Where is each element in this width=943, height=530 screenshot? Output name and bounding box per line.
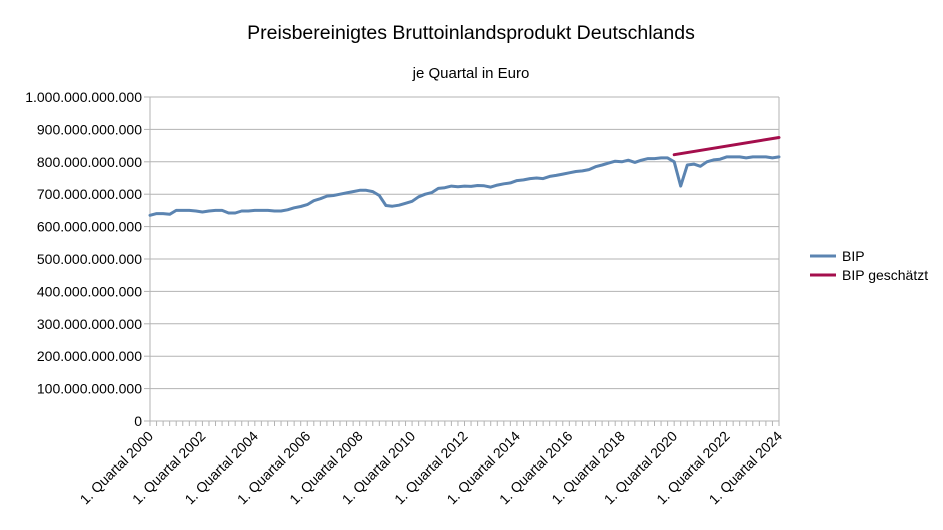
y-tick-label: 300.000.000.000 [37, 316, 142, 332]
y-tick-label: 0 [134, 413, 142, 429]
y-tick-label: 200.000.000.000 [37, 348, 142, 364]
y-tick-label: 700.000.000.000 [37, 186, 142, 202]
chart-title: Preisbereinigtes Bruttoinlandsprodukt De… [247, 22, 695, 44]
y-tick-label: 800.000.000.000 [37, 154, 142, 170]
y-tick-label: 100.000.000.000 [37, 381, 142, 397]
y-axis: 0 100.000.000.000 200.000.000.000 300.000.0… [25, 89, 150, 429]
series-line-bip [148, 155, 781, 217]
y-tick-label: 500.000.000.000 [37, 251, 142, 267]
y-tick-label: 900.000.000.000 [37, 121, 142, 137]
series-line-bip-geschaetzt [672, 136, 781, 157]
y-tick-label: 600.000.000.000 [37, 219, 142, 235]
legend: BIP BIP geschätzt [810, 248, 928, 283]
plot-area [148, 136, 781, 217]
legend-label: BIP geschätzt [842, 267, 928, 283]
legend-label: BIP [842, 248, 865, 264]
y-tick-label: 400.000.000.000 [37, 283, 142, 299]
gridlines [149, 96, 780, 422]
y-tick-label: 1.000.000.000.000 [25, 89, 142, 105]
chart-subtitle: je Quartal in Euro [412, 65, 530, 82]
